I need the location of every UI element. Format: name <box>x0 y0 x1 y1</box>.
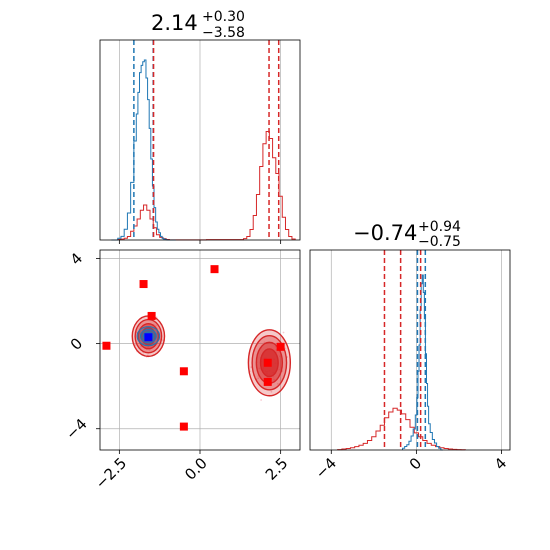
x-tick-label-joint: 2.5 <box>262 454 292 484</box>
sample-dot <box>260 399 263 401</box>
y-tick-label-joint: 0 <box>67 334 86 353</box>
red-square-marker <box>139 280 148 289</box>
sample-dot <box>257 377 260 380</box>
red-square-marker <box>276 342 285 351</box>
frame-joint <box>99 249 301 451</box>
x-tick-label-right: 0 <box>406 454 425 473</box>
frame-right <box>309 249 511 451</box>
red-square-marker <box>263 377 272 386</box>
x-tick-label-right: −4 <box>312 454 340 482</box>
title-param1: 2.14 +0.30 −3.58 <box>151 9 245 41</box>
red-square-marker <box>102 341 111 350</box>
red-histogram-param2 <box>337 407 466 451</box>
x-tick-label-right: 4 <box>491 454 510 473</box>
sample-dot <box>270 390 273 393</box>
red-square-marker <box>179 367 188 376</box>
red-square-marker <box>147 311 156 320</box>
x-tick-label-joint: 0.0 <box>181 454 211 484</box>
joint-distribution-axes: −2.5 0.0 2.5 −4 0 4 <box>62 249 301 493</box>
y-tick-label-joint: −4 <box>62 415 90 443</box>
title-param2-value: −0.74 <box>353 221 417 245</box>
red-square-marker <box>263 358 272 367</box>
sample-dot <box>148 348 151 351</box>
marginal-param2-axes: −4 0 4 <box>309 249 511 482</box>
red-square-marker <box>179 422 188 431</box>
marginal-param1-axes <box>99 39 301 244</box>
sample-dot <box>134 344 137 346</box>
sample-dot <box>282 331 285 334</box>
blue-histogram-param1 <box>111 59 176 241</box>
sample-dot <box>155 324 157 327</box>
title-param1-minus: −3.58 <box>202 25 245 41</box>
red-square-marker <box>210 265 219 274</box>
title-param1-plus: +0.30 <box>202 9 245 25</box>
y-tick-label-joint: 4 <box>67 249 86 268</box>
blue-histogram-param2 <box>402 274 443 451</box>
x-tick-label-joint: −2.5 <box>92 454 130 492</box>
frame-top <box>99 39 301 241</box>
title-param2-plus: +0.94 <box>418 219 461 235</box>
title-param2: −0.74 +0.94 −0.75 <box>353 219 461 250</box>
title-param1-value: 2.14 <box>151 11 198 35</box>
title-param2-minus: −0.75 <box>418 234 461 250</box>
sample-dot <box>276 382 279 385</box>
blue-square-marker <box>144 333 153 342</box>
